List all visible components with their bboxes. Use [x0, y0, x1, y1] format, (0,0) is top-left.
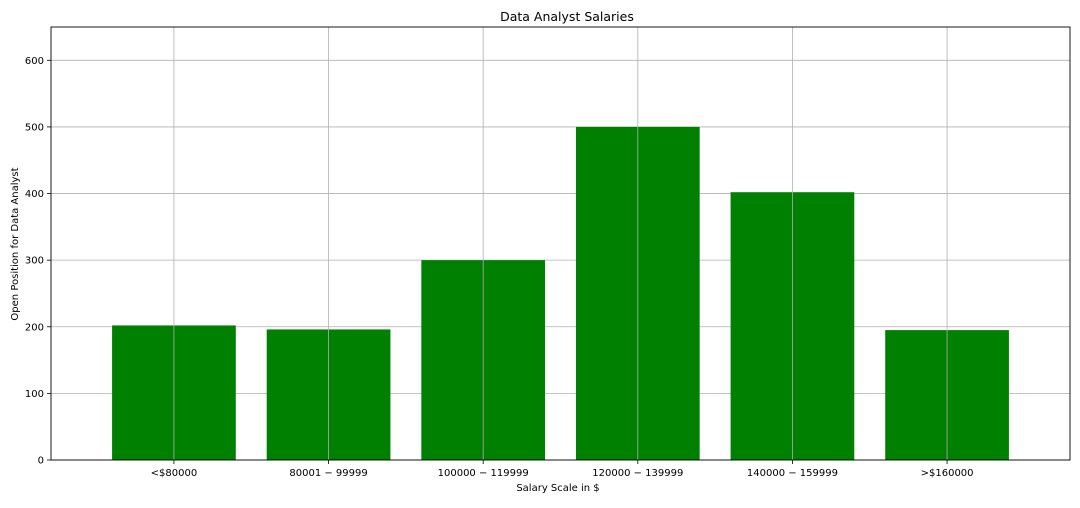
- y-axis-label: Open Position for Data Analyst: [10, 167, 21, 320]
- y-tick-labels: 0 100 200 300 400 500 600: [25, 56, 44, 467]
- x-tick-label: >$160000: [921, 468, 974, 479]
- y-tick-label: 400: [25, 189, 44, 200]
- x-tick-label: 140000 − 159999: [747, 468, 838, 479]
- x-tick-label: 120000 − 139999: [592, 468, 683, 479]
- x-tick-label: 100000 − 119999: [438, 468, 529, 479]
- vertical-grid-lines: [173, 27, 948, 460]
- y-tick-label: 500: [25, 122, 44, 133]
- y-tick-label: 200: [25, 322, 44, 333]
- y-tick-label: 600: [25, 56, 44, 67]
- x-tick-label: 80001 − 99999: [289, 468, 367, 479]
- x-tick-label: <$80000: [151, 468, 198, 479]
- y-tick-label: 100: [25, 389, 44, 400]
- y-tick-label: 300: [25, 256, 44, 267]
- x-axis-label: Salary Scale in $: [516, 483, 599, 494]
- plot-frame: [50, 26, 1071, 461]
- axes: [47, 26, 1071, 464]
- x-tick-labels: <$80000 80001 − 99999 100000 − 119999 12000…: [151, 468, 974, 479]
- chart-title: Data Analyst Salaries: [500, 9, 634, 24]
- y-tick-label: 0: [38, 456, 44, 467]
